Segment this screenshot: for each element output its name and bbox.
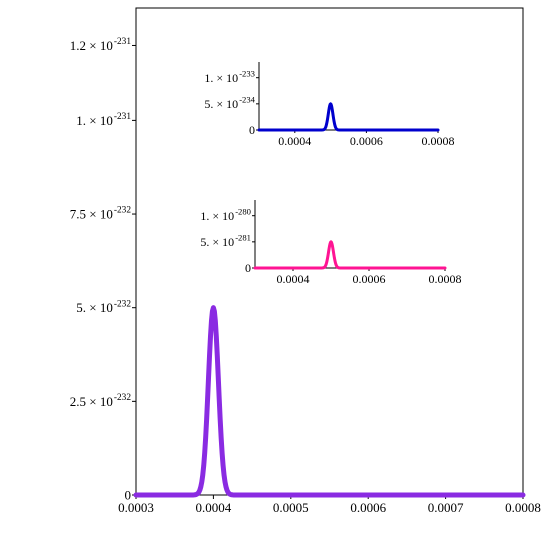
- inset-bottom-x-tick-label: 0.0004: [277, 272, 310, 286]
- main-x-tick-label: 0.0008: [505, 500, 541, 515]
- main-y-tick-exponent: -231: [114, 112, 131, 122]
- inset-bottom-x-tick-label: 0.0006: [353, 272, 386, 286]
- inset-top-x-tick-label: 0.0004: [278, 134, 311, 148]
- inset-top-y-tick-mantissa: 5. × 10: [204, 97, 238, 111]
- main-x-tick-label: 0.0007: [428, 500, 464, 515]
- main-y-tick-exponent: -232: [114, 206, 131, 216]
- inset-top-y-tick-exponent: -234: [239, 95, 255, 105]
- inset-bottom-y-tick-label: 0: [245, 261, 251, 275]
- inset-top-y-tick-label: 1. × 10-233: [204, 68, 255, 84]
- inset-bottom-y-tick-mantissa: 0: [245, 261, 251, 275]
- main-y-tick-mantissa: 1.2 × 10: [70, 38, 113, 53]
- inset-top-x-tick-label: 0.0008: [422, 134, 455, 148]
- main-y-tick-label: 7.5 × 10-232: [70, 206, 132, 222]
- main-x-tick-label: 0.0004: [196, 500, 232, 515]
- inset-bottom-series-line: [253, 240, 447, 270]
- inset-top-y-tick-mantissa: 0: [249, 123, 255, 137]
- main-y-tick-exponent: -232: [114, 393, 131, 403]
- main-y-tick-exponent: -231: [114, 37, 131, 47]
- inset-bottom-y-tick-exponent: -280: [235, 206, 251, 216]
- main-y-tick-mantissa: 2.5 × 10: [70, 394, 113, 409]
- inset-top-y-tick-exponent: -233: [239, 68, 255, 78]
- inset-top-series-line: [257, 102, 440, 132]
- inset-bottom-y-tick-label: 1. × 10-280: [200, 206, 251, 222]
- main-y-tick-label: 2.5 × 10-232: [70, 393, 132, 409]
- inset-bottom-y-tick-label: 5. × 10-281: [200, 233, 251, 249]
- inset-bottom-y-tick-mantissa: 1. × 10: [200, 209, 234, 223]
- main-y-tick-label: 0: [125, 488, 132, 503]
- main-x-tick-label: 0.0003: [118, 500, 154, 515]
- inset-top-y-tick-label: 0: [249, 123, 255, 137]
- inset-bottom-y-tick-exponent: -281: [235, 233, 251, 243]
- main-y-tick-label: 5. × 10-232: [76, 299, 131, 315]
- main-series-line: [133, 305, 526, 498]
- main-y-tick-mantissa: 1. × 10: [76, 113, 113, 128]
- inset-top-y-tick-mantissa: 1. × 10: [204, 71, 238, 85]
- inset-bottom-y-tick-mantissa: 5. × 10: [200, 235, 234, 249]
- main-y-tick-mantissa: 0: [125, 488, 132, 503]
- main-y-tick-exponent: -232: [114, 299, 131, 309]
- inset-top-x-tick-label: 0.0006: [350, 134, 383, 148]
- main-x-tick-label: 0.0006: [350, 500, 386, 515]
- inset-bottom-x-tick-label: 0.0008: [429, 272, 462, 286]
- main-y-tick-mantissa: 5. × 10: [76, 300, 113, 315]
- main-y-tick-label: 1. × 10-231: [76, 112, 131, 128]
- inset-top-y-tick-label: 5. × 10-234: [204, 95, 255, 111]
- main-y-tick-mantissa: 7.5 × 10: [70, 207, 113, 222]
- main-x-tick-label: 0.0005: [273, 500, 309, 515]
- main-y-tick-label: 1.2 × 10-231: [70, 37, 132, 53]
